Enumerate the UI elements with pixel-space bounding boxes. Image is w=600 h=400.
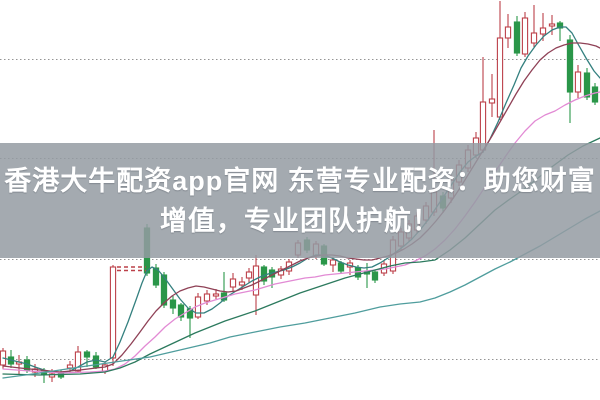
candle-body-up: [109, 266, 117, 359]
candle-body-up: [203, 293, 211, 302]
candle-body-up: [245, 271, 253, 279]
candle-body-up: [504, 26, 512, 39]
candle-body-up: [521, 17, 529, 55]
candle-body-down: [591, 86, 599, 103]
candle-body-up: [548, 23, 556, 27]
promo-banner-overlay: 香港大牛配资app官网 东营专业配资：助您财富 增值，专业团队护航！: [0, 143, 600, 258]
candle-body-up: [66, 364, 74, 369]
ma-fast-teal: [2, 26, 600, 374]
candle-body-down: [583, 72, 591, 98]
candle-body-up: [539, 27, 547, 35]
candle-body-down: [160, 274, 168, 306]
candle-body-up: [488, 98, 496, 104]
candle-body-down: [337, 262, 345, 272]
candle-body-up: [329, 259, 337, 266]
candle-body-up: [48, 373, 56, 378]
candle-body-down: [566, 39, 574, 93]
candle-body-down: [152, 267, 160, 286]
candle-body-up: [496, 37, 504, 118]
candle-body-up: [574, 71, 582, 93]
candle-body-down: [177, 304, 185, 318]
candle-body-down: [371, 271, 379, 281]
promo-banner-line-1: 香港大牛配资app官网 东营专业配资：助您财富: [4, 165, 596, 196]
promo-banner-line-2: 增值，专业团队护航！: [160, 205, 440, 236]
candle-body-down: [92, 355, 100, 368]
candle-body-down: [513, 21, 521, 54]
candle-body-up: [238, 281, 246, 286]
candle-body-up: [74, 351, 82, 372]
candle-body-down: [169, 299, 177, 309]
candle-body-down: [556, 22, 564, 29]
candle-body-up: [530, 32, 538, 44]
candle-body-down: [83, 351, 91, 358]
candle-body-up: [212, 293, 220, 297]
candle-body-up: [229, 278, 237, 288]
